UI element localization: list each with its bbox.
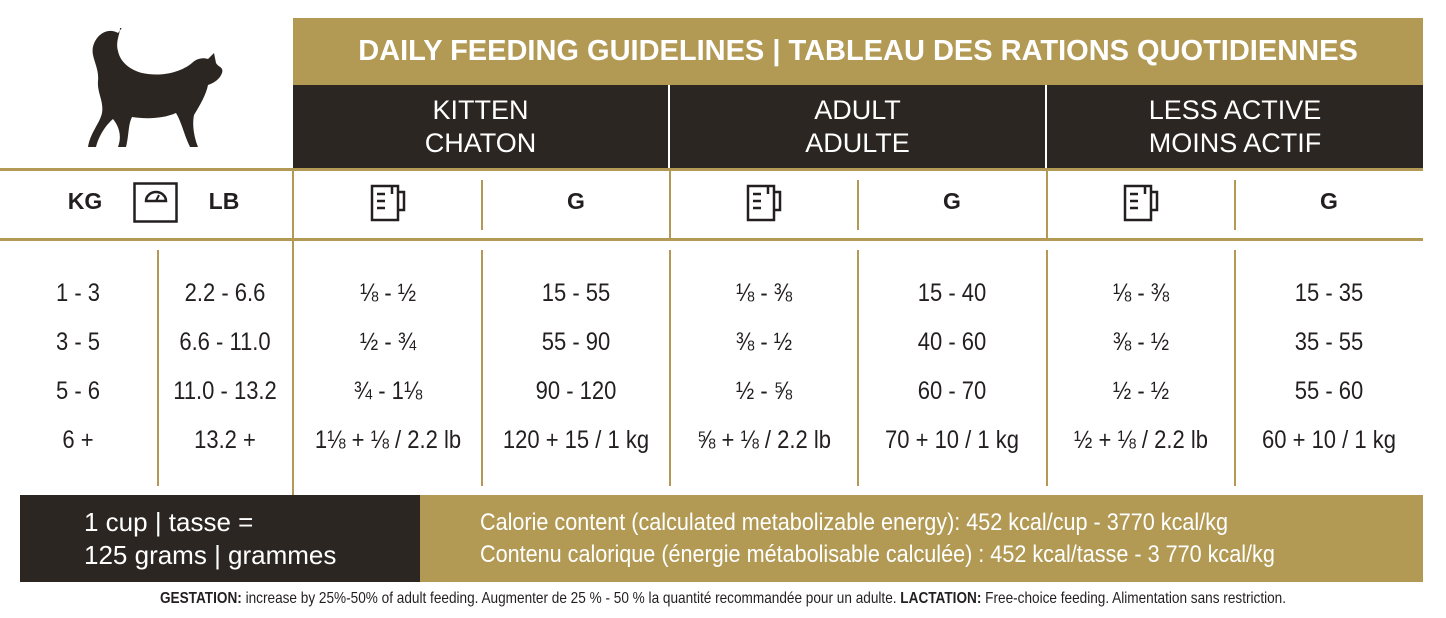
cell: 6.6 - 11.0 — [179, 328, 271, 356]
cell: 5 - 6 — [55, 377, 101, 405]
col-line — [481, 250, 483, 486]
footnote: GESTATION: increase by 25%-50% of adult … — [108, 590, 1337, 608]
cat-icon — [88, 28, 223, 147]
rule — [0, 238, 1423, 241]
group-en: KITTEN — [432, 94, 529, 125]
title: DAILY FEEDING GUIDELINES | TABLEAU DES R… — [293, 18, 1423, 85]
label: LACTATION: — [896, 590, 982, 607]
cell: ¾ - 1⅛ — [353, 377, 423, 405]
calorie-line: Contenu calorique (énergie métabolisable… — [480, 540, 1275, 568]
cell: 35 - 55 — [1294, 328, 1364, 356]
cup-line: 1 cup | tasse = — [84, 506, 254, 537]
col-line — [1234, 250, 1236, 486]
col-line — [481, 180, 483, 230]
col-line — [1046, 171, 1048, 238]
label: GESTATION: — [159, 590, 242, 607]
cell: ⅜ - ½ — [735, 328, 793, 356]
cell: ⅛ - ⅜ — [1112, 279, 1170, 307]
col-line — [669, 171, 671, 238]
group-bar — [293, 85, 1423, 168]
group-fr: MOINS ACTIF — [1148, 127, 1322, 158]
cell: 60 - 70 — [917, 377, 987, 405]
grams-header: G — [567, 188, 585, 214]
cell: ½ - ⅝ — [735, 377, 793, 405]
cell: ⅝ + ⅛ / 2.2 lb — [697, 426, 831, 454]
cell: ½ - ½ — [1112, 377, 1170, 405]
lb-header: LB — [208, 188, 240, 214]
rule — [0, 168, 1423, 171]
cell: 40 - 60 — [917, 328, 987, 356]
group-en: ADULT — [814, 94, 901, 125]
cell: 120 + 15 / 1 kg — [502, 426, 650, 454]
cup-line: 125 grams | grammes — [84, 539, 337, 570]
col-line — [857, 180, 859, 230]
divider — [668, 85, 670, 168]
cup-icon — [370, 184, 406, 222]
cell: 70 + 10 / 1 kg — [885, 426, 1019, 454]
col-line — [292, 241, 294, 495]
cell: 3 - 5 — [55, 328, 101, 356]
cell: 55 - 90 — [541, 328, 611, 356]
cell: 15 - 40 — [917, 279, 987, 307]
col-line — [157, 250, 159, 486]
group-header: LESS ACTIVE MOINS ACTIF — [1047, 85, 1423, 168]
cell: ⅛ - ½ — [359, 279, 417, 307]
text: increase by 25%-50% of adult feeding. Au… — [241, 590, 897, 607]
cell: 55 - 60 — [1294, 377, 1364, 405]
cell: ⅛ - ⅜ — [735, 279, 793, 307]
cell: ½ + ⅛ / 2.2 lb — [1074, 426, 1208, 454]
cup-note: 1 cup | tasse = 125 grams | grammes — [20, 495, 420, 582]
scale-icon — [133, 182, 178, 223]
col-line — [292, 171, 294, 238]
group-fr: ADULTE — [805, 127, 910, 158]
cell: ½ - ¾ — [359, 328, 417, 356]
col-line — [669, 250, 671, 486]
cup-icon — [746, 184, 782, 222]
cell: 60 + 10 / 1 kg — [1262, 426, 1396, 454]
kg-header: KG — [67, 188, 103, 214]
cell: 6 + — [62, 426, 94, 454]
cell: 1⅛ + ⅛ / 2.2 lb — [314, 426, 462, 454]
cell: ⅜ - ½ — [1112, 328, 1170, 356]
text: Free-choice feeding. Alimentation sans r… — [981, 590, 1287, 607]
col-line — [1234, 180, 1236, 230]
cell: 11.0 - 13.2 — [173, 377, 277, 405]
divider — [1045, 85, 1047, 168]
cell: 1 - 3 — [55, 279, 101, 307]
calorie-line: Calorie content (calculated metabolizabl… — [480, 508, 1229, 536]
group-fr: CHATON — [424, 127, 537, 158]
cell: 90 - 120 — [535, 377, 617, 405]
grams-header: G — [943, 188, 961, 214]
col-line — [1046, 250, 1048, 486]
grams-header: G — [1320, 188, 1338, 214]
col-line — [857, 250, 859, 486]
cell: 2.2 - 6.6 — [184, 279, 266, 307]
cell: 13.2 + — [194, 426, 256, 454]
calorie-note: Calorie content (calculated metabolizabl… — [420, 495, 1423, 582]
cell: 15 - 35 — [1294, 279, 1364, 307]
group-en: LESS ACTIVE — [1148, 94, 1322, 125]
cell: 15 - 55 — [541, 279, 611, 307]
group-header: ADULT ADULTE — [670, 85, 1045, 168]
cup-icon — [1123, 184, 1159, 222]
group-header: KITTEN CHATON — [293, 85, 668, 168]
